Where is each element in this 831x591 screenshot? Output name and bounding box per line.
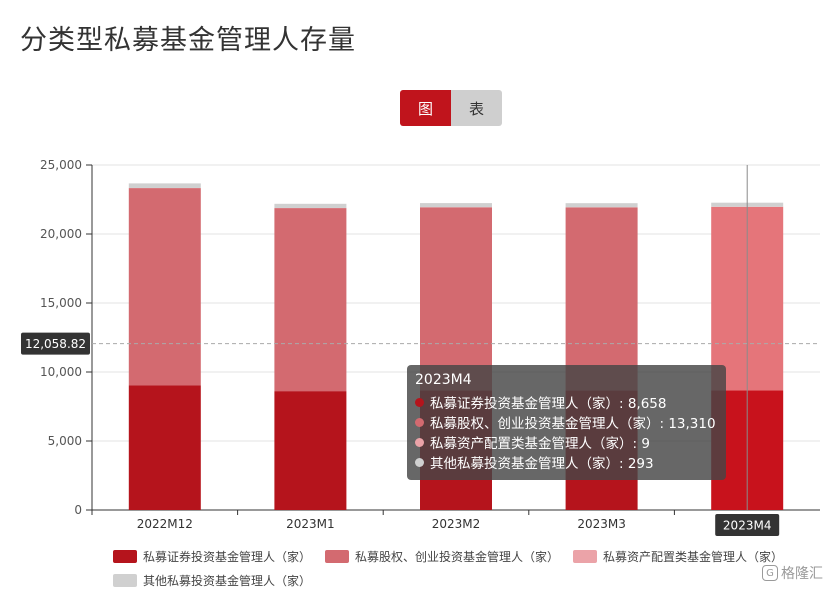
tooltip-row-text: 私募资产配置类基金管理人（家）: 9 (430, 436, 650, 452)
y-tick-label: 20,000 (40, 227, 82, 241)
legend-item-other[interactable]: 其他私募投资基金管理人（家） (113, 568, 311, 591)
legend-item-asset-allocation[interactable]: 私募资产配置类基金管理人（家） (573, 544, 783, 568)
x-tick-label: 2023M2 (432, 517, 481, 531)
bar-equity (565, 207, 638, 391)
legend-label: 私募证券投资基金管理人（家） (143, 549, 312, 564)
legend-item-securities[interactable]: 私募证券投资基金管理人（家） (113, 544, 311, 568)
watermark: G 格隆汇 (762, 563, 823, 583)
bar-other (274, 203, 347, 208)
bar-securities (128, 385, 201, 510)
tooltip-row: 私募股权、创业投资基金管理人（家）: 13,310 (415, 412, 718, 432)
legend-item-equity[interactable]: 私募股权、创业投资基金管理人（家） (325, 544, 559, 568)
watermark-text: 格隆汇 (781, 566, 823, 582)
y-tick-label: 15,000 (40, 296, 82, 310)
x-tick-label: 2023M1 (286, 517, 335, 531)
y-tick-label: 10,000 (40, 365, 82, 379)
chart-legend: 私募证券投资基金管理人（家） 私募股权、创业投资基金管理人（家） 私募资产配置类… (113, 544, 813, 591)
bar-securities (274, 391, 347, 510)
view-toggle: 图 表 (400, 90, 502, 126)
crosshair-x-label: 2023M4 (723, 519, 772, 533)
legend-label: 私募资产配置类基金管理人（家） (603, 549, 784, 564)
gelonghui-logo-icon: G (762, 565, 778, 581)
crosshair-y-label-box (21, 332, 90, 355)
tooltip-row: 其他私募投资基金管理人（家）: 293 (415, 452, 718, 472)
tooltip-row-text: 其他私募投资基金管理人（家）: 293 (430, 456, 654, 472)
bar-equity (128, 188, 201, 386)
legend-swatch-icon (573, 549, 598, 563)
chart-view-button[interactable]: 图 (400, 90, 451, 126)
tooltip-dot-icon (415, 457, 424, 467)
tooltip-row: 私募资产配置类基金管理人（家）: 9 (415, 432, 718, 452)
y-tick-label: 5,000 (48, 434, 82, 448)
bar-other (420, 203, 492, 208)
crosshair-x-label-box (715, 514, 780, 536)
legend-label: 其他私募投资基金管理人（家） (143, 573, 312, 588)
page-title: 分类型私募基金管理人存量 (20, 25, 356, 56)
legend-label: 私募股权、创业投资基金管理人（家） (355, 549, 560, 564)
tooltip-dot-icon (415, 397, 424, 407)
y-tick-label: 25,000 (40, 158, 82, 172)
tooltip-row: 私募证券投资基金管理人（家）: 8,658 (415, 392, 718, 412)
x-tick-label: 2023M3 (577, 517, 626, 531)
crosshair-y-label: 12,058.82 (25, 337, 86, 351)
y-tick-label: 0 (74, 503, 82, 517)
chart-tooltip: 2023M4 私募证券投资基金管理人（家）: 8,658 私募股权、创业投资基金… (407, 365, 726, 480)
tooltip-title: 2023M4 (415, 372, 472, 388)
legend-swatch-icon (113, 549, 137, 563)
tooltip-dot-icon (415, 417, 424, 427)
tooltip-dot-icon (415, 437, 424, 447)
table-view-button[interactable]: 表 (451, 90, 502, 126)
legend-swatch-icon (325, 549, 350, 563)
tooltip-row-text: 私募股权、创业投资基金管理人（家）: 13,310 (430, 416, 716, 432)
bar-equity (420, 207, 492, 391)
tooltip-row-text: 私募证券投资基金管理人（家）: 8,658 (430, 396, 667, 412)
bar-other (128, 183, 201, 188)
x-tick-label: 2022M12 (137, 517, 193, 531)
bar-equity (274, 208, 347, 392)
legend-swatch-icon (113, 573, 137, 587)
bar-other (565, 203, 638, 208)
